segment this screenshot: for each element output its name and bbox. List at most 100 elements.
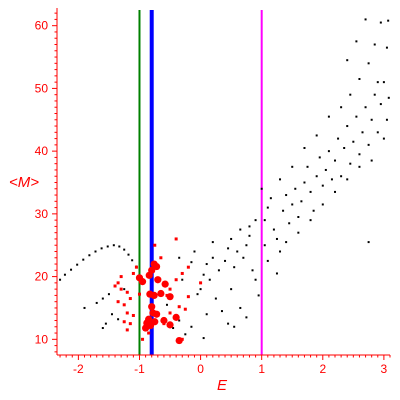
- data-point: [153, 243, 157, 247]
- data-point: [134, 265, 138, 269]
- data-point: [154, 276, 162, 284]
- y-tick-label: 10: [35, 332, 49, 346]
- data-point: [205, 313, 208, 316]
- data-point: [147, 331, 151, 335]
- data-point: [131, 271, 135, 275]
- data-point: [150, 291, 158, 300]
- vertical-reference-lines: [138, 10, 263, 355]
- data-point: [151, 318, 159, 326]
- data-point: [285, 194, 288, 197]
- data-point: [177, 305, 181, 309]
- data-point: [110, 313, 113, 316]
- data-point: [199, 281, 203, 285]
- data-point: [123, 248, 126, 251]
- data-point: [334, 159, 337, 162]
- data-point: [160, 316, 168, 325]
- x-tick-label: -2: [73, 362, 84, 376]
- y-tick-label: 40: [35, 144, 49, 158]
- data-point: [193, 250, 196, 253]
- data-point: [178, 319, 181, 322]
- data-point: [245, 316, 248, 319]
- data-point: [379, 21, 382, 24]
- data-point: [181, 278, 184, 281]
- data-point: [125, 290, 129, 294]
- data-point: [148, 303, 156, 311]
- data-point: [242, 256, 245, 259]
- data-point: [217, 269, 220, 272]
- data-point: [275, 237, 278, 240]
- data-point: [245, 244, 248, 247]
- data-point: [211, 256, 214, 259]
- data-point: [101, 327, 104, 330]
- data-point: [364, 18, 367, 21]
- data-point: [340, 175, 343, 178]
- data-point: [269, 197, 272, 200]
- data-point: [116, 300, 120, 304]
- data-point: [107, 293, 110, 296]
- data-point: [303, 147, 306, 149]
- data-point: [118, 245, 121, 248]
- data-point: [125, 311, 129, 315]
- data-point: [367, 62, 370, 65]
- data-point: [123, 288, 126, 291]
- data-point: [88, 254, 91, 257]
- data-point: [180, 271, 184, 275]
- data-point: [214, 297, 217, 300]
- data-point: [59, 278, 62, 281]
- data-point: [263, 219, 266, 222]
- data-point: [208, 278, 211, 281]
- data-point: [327, 150, 330, 153]
- data-point: [279, 178, 282, 181]
- data-point: [279, 250, 282, 253]
- data-point: [230, 288, 233, 291]
- data-point: [288, 222, 291, 225]
- data-point: [112, 244, 115, 247]
- data-point: [116, 281, 120, 285]
- data-point: [128, 297, 132, 301]
- data-point: [205, 263, 208, 266]
- data-point: [128, 322, 132, 326]
- data-point: [122, 303, 126, 307]
- data-point: [161, 280, 169, 288]
- data-point: [343, 147, 346, 149]
- data-point: [297, 231, 300, 234]
- data-point: [260, 187, 263, 190]
- data-point: [387, 19, 390, 22]
- data-point: [309, 219, 312, 222]
- data-point: [125, 328, 129, 332]
- data-point: [361, 131, 364, 134]
- data-point: [172, 327, 175, 330]
- y-tick-label: 20: [35, 270, 49, 284]
- data-point: [318, 156, 321, 159]
- y-axis-ticks: 10 20 30 40 50 60: [35, 12, 57, 353]
- data-point: [119, 275, 123, 279]
- data-point: [152, 310, 161, 318]
- data-point: [202, 337, 205, 340]
- data-point: [119, 287, 123, 291]
- data-point: [157, 289, 165, 298]
- data-point: [199, 288, 202, 291]
- data-point: [263, 244, 266, 247]
- data-point: [168, 287, 172, 291]
- x-axis-title: E: [217, 377, 228, 394]
- data-point: [315, 175, 318, 178]
- data-point: [76, 263, 79, 266]
- data-point: [376, 131, 379, 134]
- data-point: [324, 168, 327, 171]
- data-point: [94, 250, 97, 253]
- data-point: [224, 259, 227, 262]
- data-point: [186, 265, 190, 269]
- data-point: [352, 140, 355, 143]
- data-point: [159, 256, 163, 260]
- data-point: [152, 262, 161, 271]
- data-point: [220, 310, 223, 313]
- data-point: [358, 153, 361, 156]
- data-point: [340, 106, 343, 109]
- data-point: [175, 336, 183, 345]
- data-point: [387, 96, 390, 99]
- data-point: [70, 268, 73, 271]
- data-point: [376, 81, 379, 84]
- data-point: [236, 250, 239, 253]
- data-point: [334, 190, 337, 193]
- data-point: [370, 159, 373, 162]
